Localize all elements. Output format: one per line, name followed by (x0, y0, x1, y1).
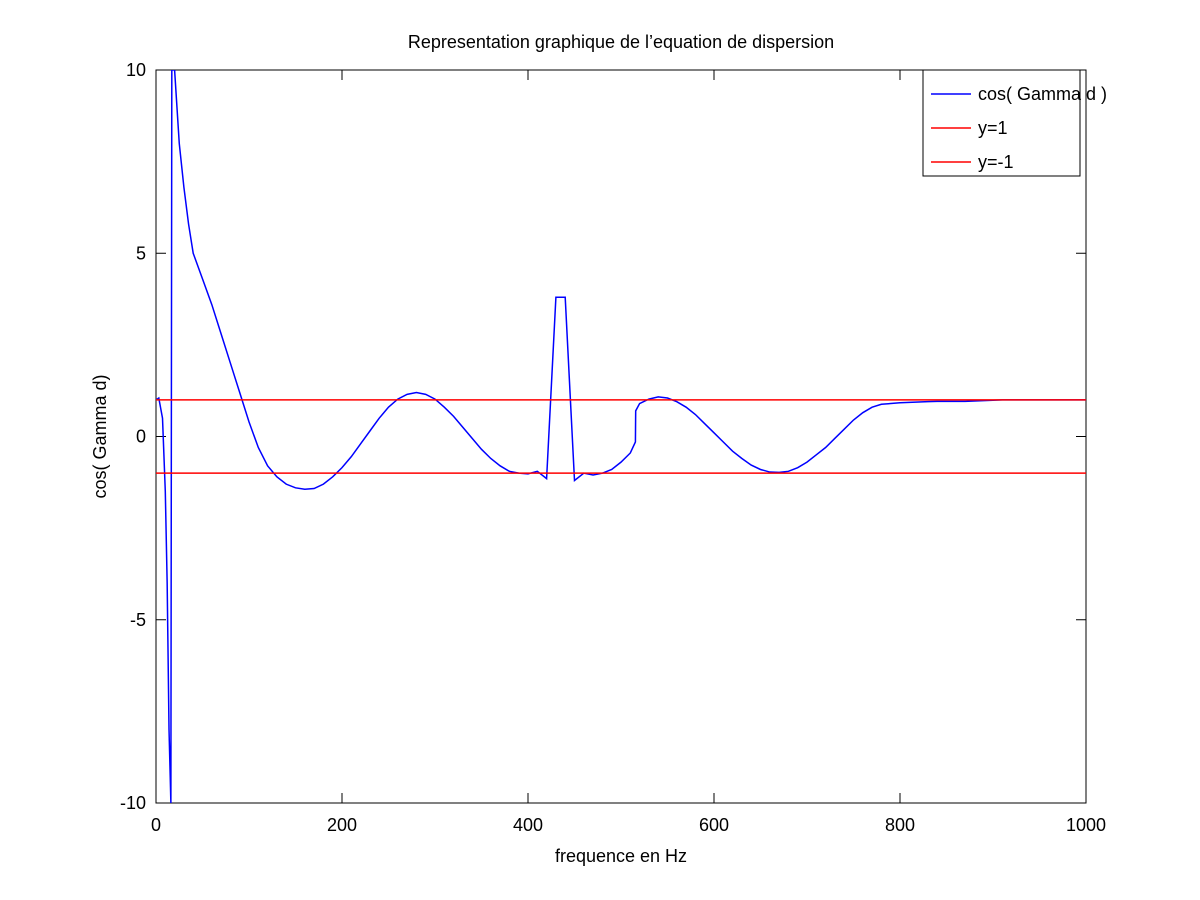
x-tick-label: 0 (151, 815, 161, 835)
x-tick-label: 600 (699, 815, 729, 835)
x-tick-label: 1000 (1066, 815, 1106, 835)
y-tick-label: -5 (130, 610, 146, 630)
series-group (156, 70, 1086, 803)
axis-ticks (155, 69, 1087, 804)
y-tick-label: 5 (136, 243, 146, 263)
legend-label-0: cos( Gamma d ) (978, 84, 1107, 104)
chart-title: Representation graphique de l’equation d… (408, 32, 834, 52)
axis-tick-labels: 0 200 400 600 800 1000 -10 -5 0 5 10 (120, 60, 1106, 835)
y-axis-label: cos( Gamma d) (90, 374, 110, 498)
y-tick-label: -10 (120, 793, 146, 813)
series-line-0 (156, 70, 1086, 803)
x-tick-label: 200 (327, 815, 357, 835)
x-tick-label: 400 (513, 815, 543, 835)
legend-label-2: y=-1 (978, 152, 1014, 172)
legend-box (922, 69, 1081, 177)
y-tick-label: 0 (136, 427, 146, 447)
x-axis-label: frequence en Hz (555, 846, 687, 866)
x-tick-label: 800 (885, 815, 915, 835)
legend-label-1: y=1 (978, 118, 1008, 138)
legend: cos( Gamma d ) y=1 y=-1 (922, 69, 1107, 177)
y-tick-label: 10 (126, 60, 146, 80)
